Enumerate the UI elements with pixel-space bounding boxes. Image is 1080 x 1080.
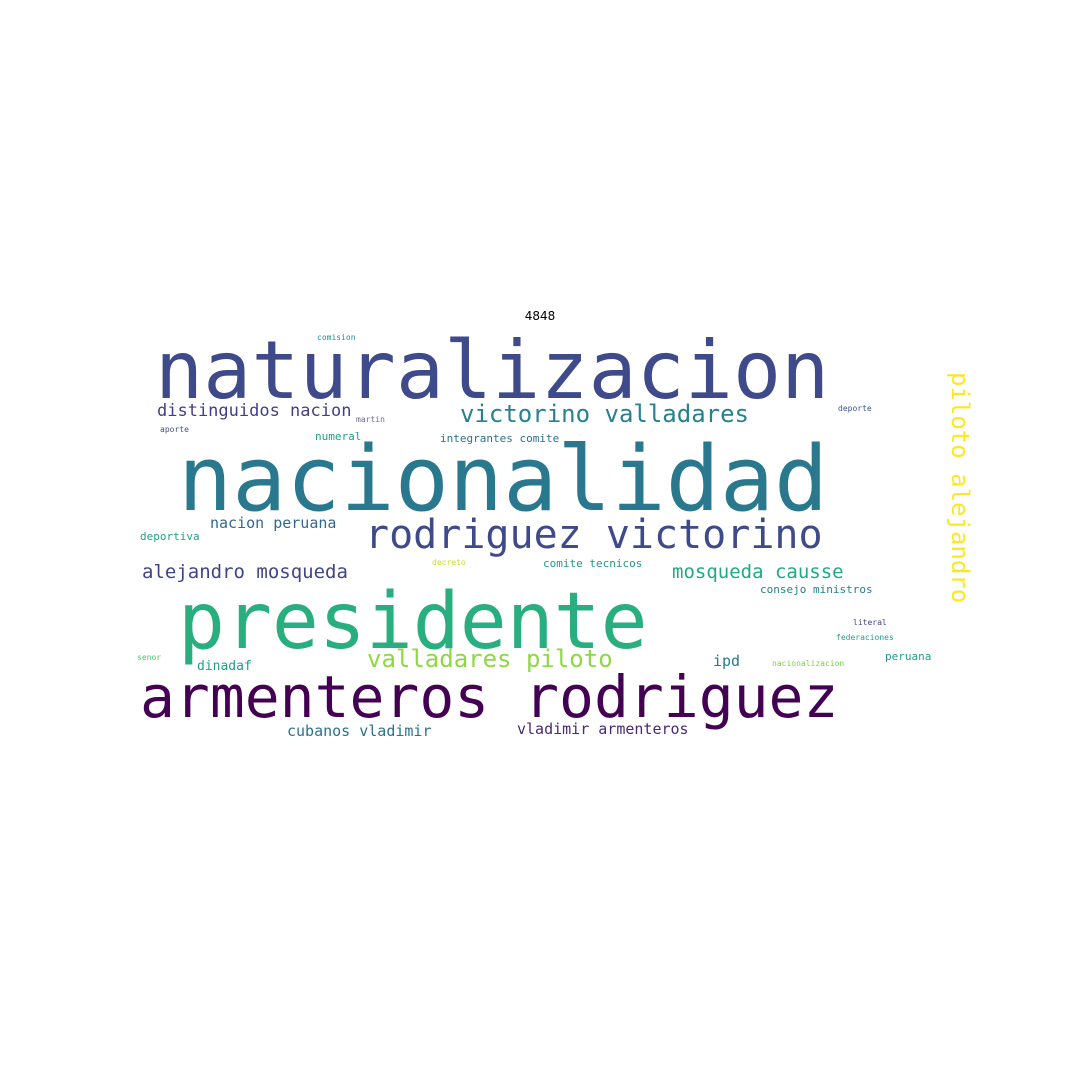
- cloud-word: martin: [356, 415, 385, 424]
- cloud-word: ipd: [713, 652, 740, 670]
- cloud-word: comision: [317, 333, 356, 342]
- cloud-word: presidente: [178, 577, 648, 667]
- cloud-word: senor: [137, 653, 161, 662]
- cloud-word: federaciones: [836, 633, 894, 642]
- cloud-word: alejandro mosqueda: [142, 561, 348, 583]
- cloud-word: cubanos vladimir: [287, 722, 432, 740]
- cloud-word: rodriguez victorino: [365, 512, 823, 558]
- cloud-word: piloto alejandro: [946, 372, 974, 603]
- cloud-word: literal: [853, 618, 887, 627]
- cloud-word: distinguidos nacion: [157, 401, 351, 421]
- cloud-word: armenteros rodriguez: [140, 663, 838, 731]
- cloud-word: decreto: [432, 558, 466, 567]
- cloud-word: nacionalidad: [178, 427, 828, 532]
- chart-title: 4848: [524, 309, 556, 323]
- cloud-word: deportiva: [140, 530, 200, 543]
- cloud-word: peruana: [885, 650, 931, 663]
- cloud-word: mosqueda causse: [672, 561, 844, 583]
- cloud-word: naturalizacion: [155, 324, 829, 417]
- cloud-word: vladimir armenteros: [517, 720, 689, 738]
- cloud-word: comite tecnicos: [543, 557, 642, 570]
- cloud-word: nacionalizacion: [772, 659, 844, 668]
- cloud-word: dinadaf: [197, 659, 252, 674]
- cloud-word: integrantes comite: [440, 432, 559, 445]
- cloud-word: valladares piloto: [367, 645, 613, 673]
- cloud-word: victorino valladares: [460, 400, 749, 428]
- cloud-word: aporte: [160, 425, 189, 434]
- cloud-word: deporte: [838, 404, 872, 413]
- cloud-word: numeral: [315, 430, 361, 443]
- cloud-word: nacion peruana: [210, 514, 336, 532]
- cloud-word: consejo ministros: [760, 583, 873, 596]
